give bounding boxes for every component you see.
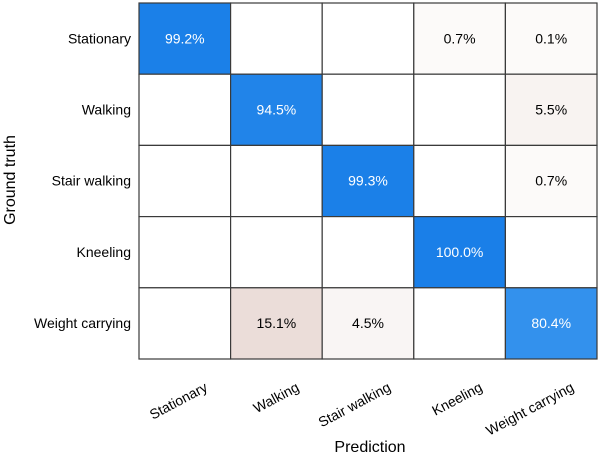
cell-label-1-4: 5.5% [535,102,567,118]
matrix-cell-1-3 [413,73,506,146]
x-tick-label: Weight carrying [483,379,576,439]
matrix-cell-3-3 [413,216,506,289]
y-tick-label: Walking [82,102,131,118]
cell-label-4-2: 4.5% [352,315,384,331]
matrix-cell-2-3 [413,144,506,218]
y-tick-labels: Stationary Walking Stair walking Kneeling We… [34,30,131,331]
cell-label-3-3: 100.0% [436,244,483,260]
matrix-cell-4-3 [413,287,506,360]
cell-label-4-1: 15.1% [257,315,297,331]
cell-label-2-2: 99.3% [348,173,388,189]
cell-label-4-4: 80.4% [531,315,571,331]
x-tick-labels: Stationary Walking Stair walking KneelingWe… [147,379,577,439]
matrix-cell-0-2 [321,2,415,75]
x-tick-label: Stair walking [316,379,394,430]
matrix-cell-4-4 [504,287,598,360]
cell-label-0-4: 0.1% [535,30,567,46]
matrix-cell-3-4 [504,216,598,289]
matrix-cell-4-0 [138,287,232,360]
y-tick-label: Kneeling [77,244,132,260]
y-tick-label: Stair walking [52,173,131,189]
matrix-cell-1-1 [230,73,323,146]
matrix-cell-2-1 [230,144,323,218]
matrix-cell-4-1 [230,287,323,360]
matrix-cell-1-0 [138,73,232,146]
matrix-cell-3-2 [321,216,415,289]
x-tick-label: Stationary [147,379,210,423]
cell-label-0-3: 0.7% [444,30,476,46]
matrix-cell-2-0 [138,144,232,218]
matrix-cell-3-1 [230,216,323,289]
matrix-cell-0-3 [413,2,506,75]
cell-label-2-4: 0.7% [535,173,567,189]
matrix-cell-3-0 [138,216,232,289]
matrix-cell-0-0 [138,2,232,75]
y-axis-title: Ground truth [2,135,19,225]
cell-label-1-1: 94.5% [257,102,297,118]
matrix-cell-2-2 [321,144,415,218]
matrix-cell-4-2 [321,287,415,360]
matrix-cell-0-4 [504,2,598,75]
y-tick-label: Weight carrying [34,315,131,331]
matrix-cell-0-1 [230,2,323,75]
matrix-cells: 99.2% 0.7% 0.1% 94.5% 5.5% 99.3% 0.7% 100.0% 15.… [138,2,598,360]
x-axis-title: Prediction [334,439,405,456]
x-tick-label: Walking [251,379,302,416]
matrix-cell-1-2 [321,73,415,146]
cell-label-0-0: 99.2% [165,30,205,46]
x-tick-label: Kneeling [429,379,485,419]
y-tick-label: Stationary [68,30,131,46]
